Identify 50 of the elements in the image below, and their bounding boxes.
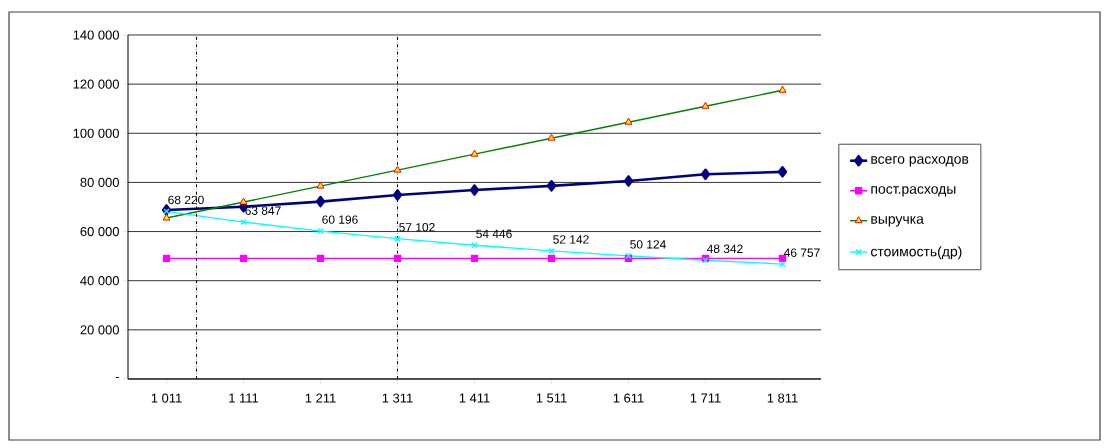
point [239, 254, 248, 263]
x-tick-label: 1 111 [229, 393, 259, 403]
x-tick-label: 1 611 [613, 393, 644, 403]
y-tick-label: - [115, 377, 119, 379]
legend-label: пост.расходы [871, 186, 956, 197]
point [163, 208, 170, 215]
y-tick-label: 40 000 [80, 276, 119, 286]
point [700, 168, 711, 181]
x-tick-label: 1 711 [690, 393, 721, 403]
y-tick-label: 140 000 [73, 30, 119, 40]
data-label: 60 196 [322, 215, 358, 224]
y-tick-label: 60 000 [80, 226, 119, 237]
x-tick-label: 1 511 [536, 393, 567, 403]
point [471, 242, 478, 249]
point [392, 189, 403, 201]
y-tick-label: 80 000 [80, 177, 119, 187]
point [394, 235, 401, 242]
x-tick-label: 1 011 [151, 393, 182, 403]
x-tick-label: 1 411 [459, 393, 490, 403]
point [623, 175, 634, 187]
legend-label: всего расходов [871, 156, 969, 167]
data-label: 48 342 [706, 244, 743, 253]
point [316, 254, 325, 263]
point [546, 180, 557, 192]
point [162, 254, 171, 263]
point [779, 260, 786, 268]
x-tick-label: 1 811 [767, 393, 798, 403]
x-tick-label: 1 211 [305, 393, 336, 403]
y-tick-label: 100 000 [73, 128, 119, 138]
point [393, 254, 402, 263]
point [547, 254, 556, 263]
point [240, 218, 247, 226]
point [548, 247, 555, 255]
point [470, 254, 479, 263]
x-tick-label: 1 311 [382, 393, 413, 403]
data-label: 57 102 [399, 223, 435, 232]
data-label: 50 124 [630, 240, 666, 249]
data-label: 52 142 [553, 235, 589, 244]
legend-label: стоимость(др) [871, 246, 962, 260]
point [317, 227, 324, 235]
data-label: 46 757 [783, 248, 820, 257]
point [469, 184, 480, 196]
legend-label: выручка [871, 216, 924, 227]
data-label: 68 220 [168, 195, 204, 205]
y-tick-label: 120 000 [73, 79, 119, 89]
data-label: 54 446 [476, 229, 512, 238]
point [777, 166, 788, 178]
y-tick-label: 20 000 [80, 325, 119, 335]
point [315, 195, 326, 208]
point [625, 252, 632, 259]
